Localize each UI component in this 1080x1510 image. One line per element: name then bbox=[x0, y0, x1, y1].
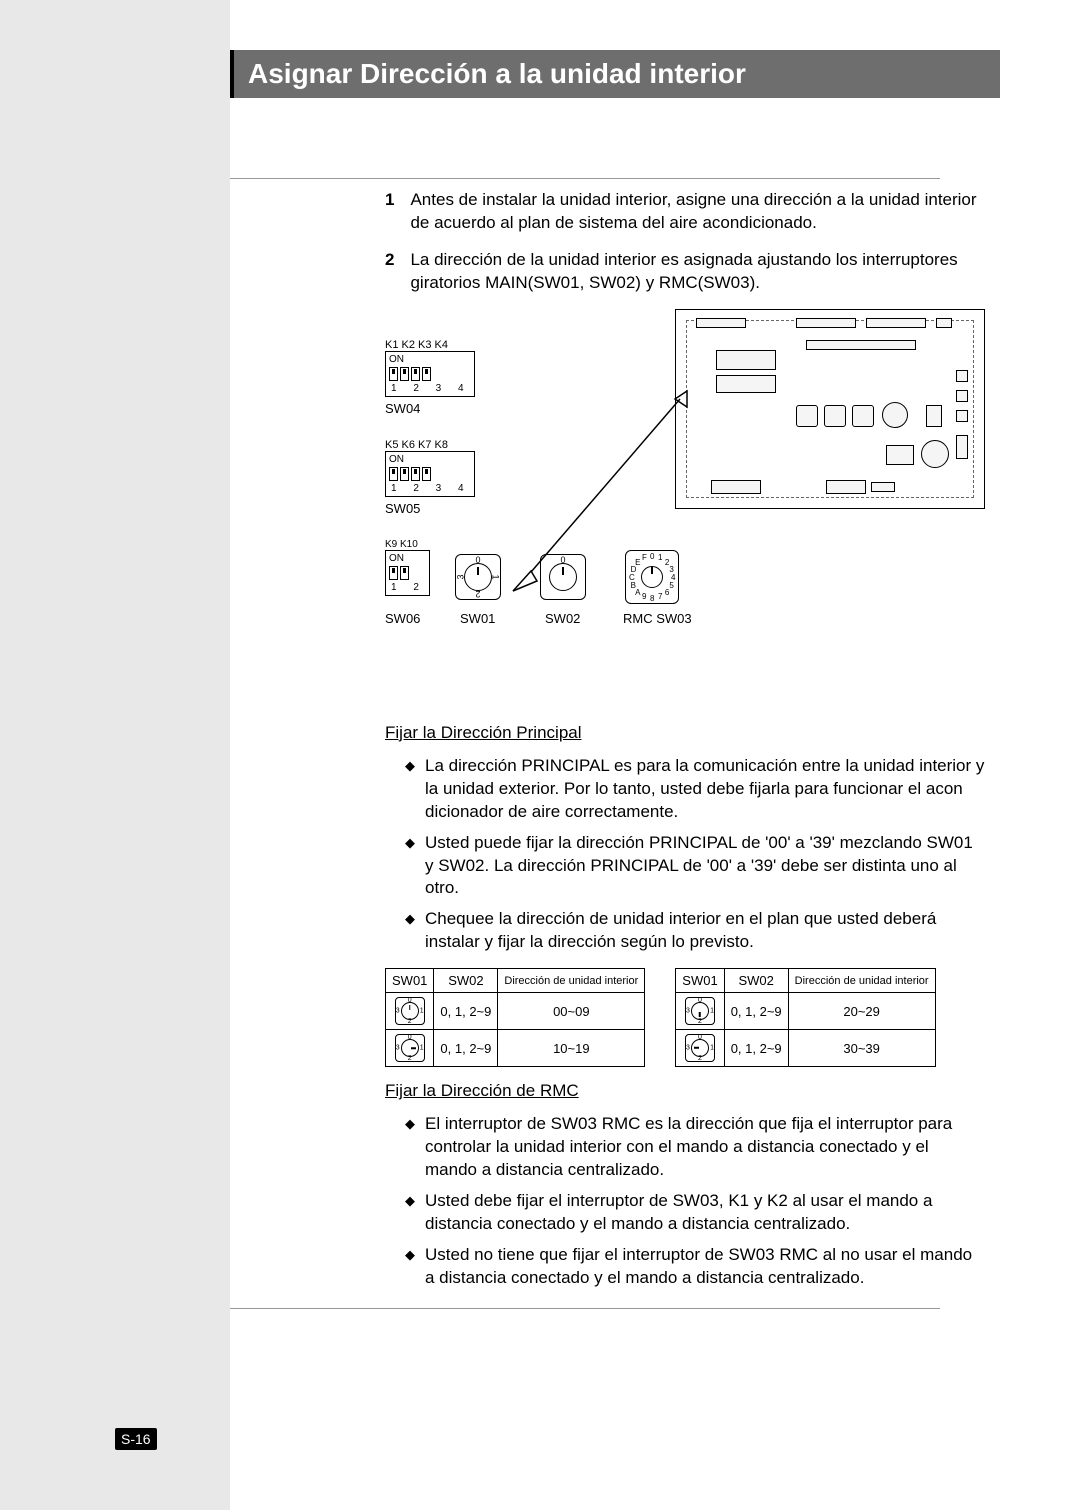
bullet: Usted debe fijar el interruptor de SW03,… bbox=[405, 1190, 985, 1236]
pcb-board bbox=[675, 309, 985, 509]
td: 0, 1, 2~9 bbox=[434, 993, 498, 1030]
sw05-label: SW05 bbox=[385, 501, 475, 516]
rotary-sw02: 0 bbox=[540, 554, 586, 600]
rule-top bbox=[230, 178, 940, 179]
page-number: S-16 bbox=[115, 1428, 157, 1450]
dip-k-label: K5 K6 K7 K8 bbox=[385, 439, 475, 451]
rule-bottom bbox=[230, 1308, 940, 1309]
table-left: SW01 SW02 Dirección de unidad interior 0… bbox=[385, 968, 645, 1067]
th: SW01 bbox=[676, 969, 724, 993]
step-2: 2 La dirección de la unidad interior es … bbox=[385, 249, 985, 295]
bullet: Usted puede fijar la dirección PRINCIPAL… bbox=[405, 832, 985, 901]
step-text: La dirección de la unidad interior es as… bbox=[410, 249, 985, 295]
subhead-main-address: Fijar la Dirección Principal bbox=[385, 723, 940, 743]
dip-sw04: K1 K2 K3 K4 ON 1 2 3 4 SW04 bbox=[385, 339, 475, 416]
sw06-label: SW06 bbox=[385, 611, 420, 626]
sw03-label: RMC SW03 bbox=[623, 611, 692, 626]
subhead-rmc-address: Fijar la Dirección de RMC bbox=[385, 1081, 940, 1101]
step-1: 1 Antes de instalar la unidad interior, … bbox=[385, 189, 985, 235]
td-rotary: 0312 bbox=[386, 993, 434, 1030]
th: SW02 bbox=[434, 969, 498, 993]
td: 30~39 bbox=[788, 1030, 935, 1067]
diagram: K1 K2 K3 K4 ON 1 2 3 4 SW04 K5 K6 K7 K8 … bbox=[385, 309, 985, 709]
numbered-steps: 1 Antes de instalar la unidad interior, … bbox=[385, 189, 985, 295]
td: 10~19 bbox=[498, 1030, 645, 1067]
table-right: SW01 SW02 Dirección de unidad interior 0… bbox=[675, 968, 935, 1067]
td: 0, 1, 2~9 bbox=[724, 1030, 788, 1067]
step-num: 1 bbox=[385, 189, 394, 235]
page-content: Asignar Dirección a la unidad interior 1… bbox=[230, 0, 1000, 1349]
left-margin: S-16 bbox=[0, 0, 230, 1510]
dip-nums: 1 2 3 4 bbox=[391, 483, 471, 494]
dip-k-label: K9 K10 bbox=[385, 539, 430, 550]
on-label: ON bbox=[389, 553, 426, 564]
sw02-label: SW02 bbox=[545, 611, 580, 626]
step-num: 2 bbox=[385, 249, 394, 295]
bullets-main: La dirección PRINCIPAL es para la comuni… bbox=[405, 755, 985, 955]
on-label: ON bbox=[389, 454, 471, 465]
bullet: Usted no tiene que fijar el interruptor … bbox=[405, 1244, 985, 1290]
td-rotary: 0312 bbox=[386, 1030, 434, 1067]
td: 00~09 bbox=[498, 993, 645, 1030]
sw01-label: SW01 bbox=[460, 611, 495, 626]
dip-nums: 1 2 3 4 bbox=[391, 383, 471, 394]
td: 0, 1, 2~9 bbox=[434, 1030, 498, 1067]
rotary-sw01: 0312 bbox=[455, 554, 501, 600]
td-rotary: 0312 bbox=[676, 1030, 724, 1067]
address-tables: SW01 SW02 Dirección de unidad interior 0… bbox=[385, 968, 940, 1067]
td-rotary: 0312 bbox=[676, 993, 724, 1030]
th: SW01 bbox=[386, 969, 434, 993]
sw04-label: SW04 bbox=[385, 401, 475, 416]
dip-k-label: K1 K2 K3 K4 bbox=[385, 339, 475, 351]
th: Dirección de unidad interior bbox=[498, 969, 645, 993]
bullet: La dirección PRINCIPAL es para la comuni… bbox=[405, 755, 985, 824]
td: 20~29 bbox=[788, 993, 935, 1030]
on-label: ON bbox=[389, 354, 471, 365]
page-title: Asignar Dirección a la unidad interior bbox=[230, 50, 1000, 98]
th: SW02 bbox=[724, 969, 788, 993]
rotary-sw03: 0123456789ABCDEF bbox=[625, 550, 679, 604]
td: 0, 1, 2~9 bbox=[724, 993, 788, 1030]
step-text: Antes de instalar la unidad interior, as… bbox=[410, 189, 985, 235]
bullets-rmc: El interruptor de SW03 RMC es la direcci… bbox=[405, 1113, 985, 1290]
bullet: Chequee la dirección de unidad interior … bbox=[405, 908, 985, 954]
dip-sw06: K9 K10 ON 1 2 bbox=[385, 539, 430, 596]
th: Dirección de unidad interior bbox=[788, 969, 935, 993]
dip-sw05: K5 K6 K7 K8 ON 1 2 3 4 SW05 bbox=[385, 439, 475, 516]
dip-nums: 1 2 bbox=[391, 582, 426, 593]
bullet: El interruptor de SW03 RMC es la direcci… bbox=[405, 1113, 985, 1182]
